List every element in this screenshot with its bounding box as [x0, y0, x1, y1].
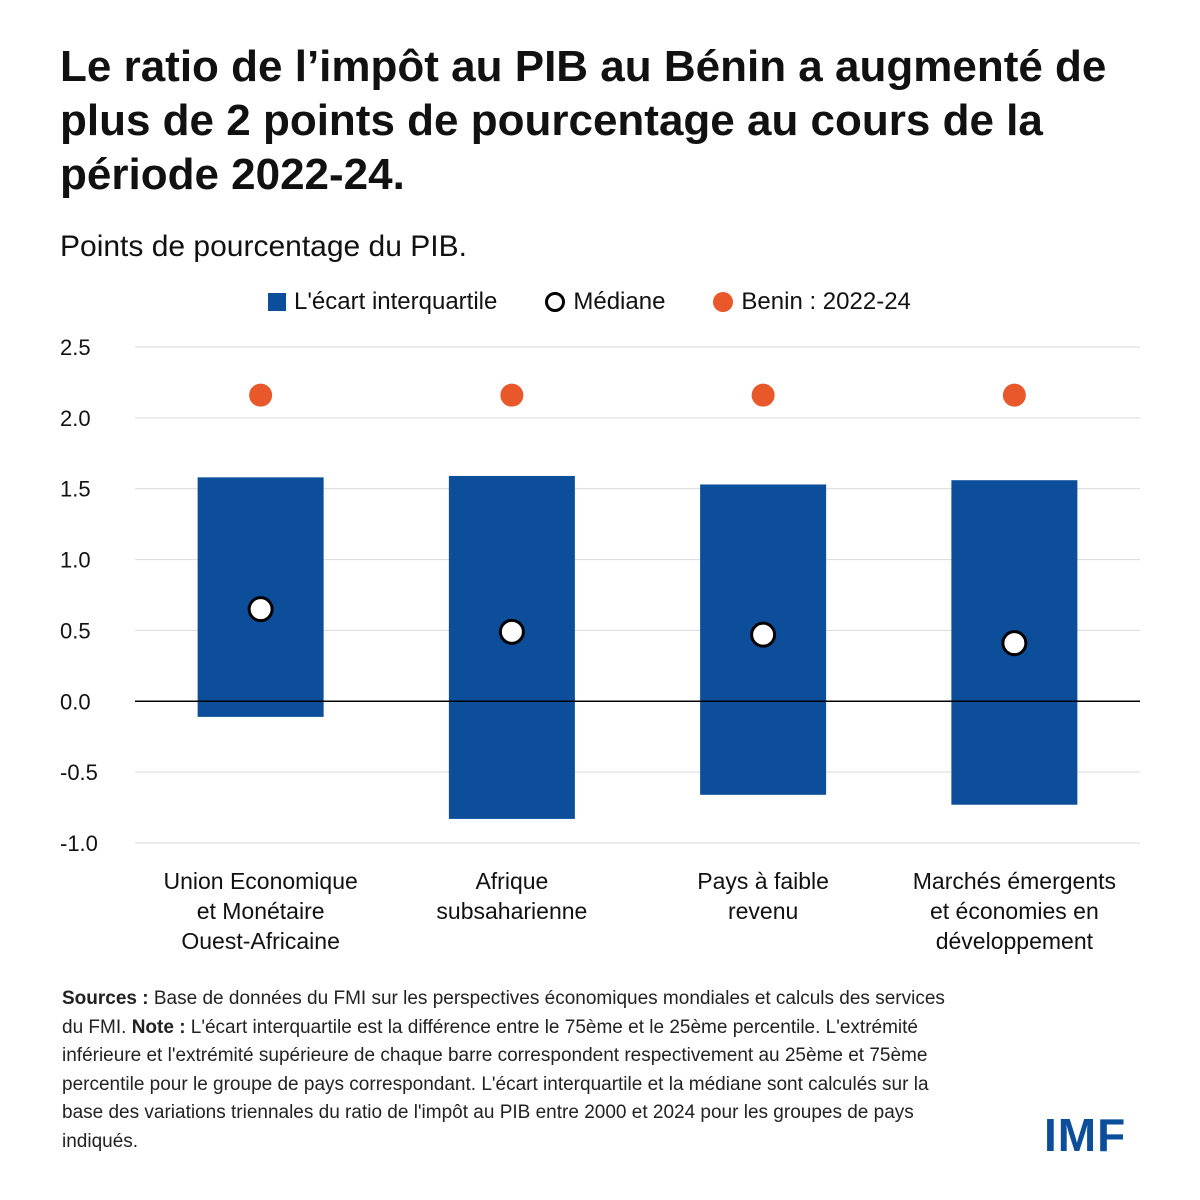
x-category-label: développement [936, 928, 1094, 954]
y-tick-label: 1.0 [60, 548, 91, 573]
benin-marker [500, 383, 524, 407]
x-category-label: et économies en [930, 898, 1099, 924]
chart-subtitle: Points de pourcentage du PIB. [60, 230, 467, 263]
legend-item-iqr: L'écart interquartile [268, 288, 497, 316]
legend-iqr-swatch [268, 293, 286, 311]
legend-iqr-label: L'écart interquartile [294, 288, 498, 315]
x-category-label: Union Economique [163, 868, 357, 894]
legend-benin-swatch [713, 292, 734, 312]
benin-marker [1002, 383, 1026, 407]
source-notes: Sources : Base de données du FMI sur les… [62, 985, 962, 1156]
legend-median-swatch [545, 292, 566, 312]
x-category-label: Ouest-Africaine [181, 928, 340, 954]
note-text: L'écart interquartile est la différence … [62, 1016, 929, 1152]
y-tick-label: 0.0 [60, 689, 91, 714]
imf-logo: IMF [1044, 1109, 1127, 1161]
y-tick-label: 1.5 [60, 477, 91, 502]
x-category-label: subsaharienne [436, 898, 587, 924]
legend-median-label: Médiane [573, 288, 666, 315]
legend: L'écart interquartile Médiane Benin : 20… [268, 288, 911, 316]
legend-item-median: Médiane [545, 288, 665, 316]
median-marker [498, 618, 525, 645]
sources-label: Sources : [62, 988, 149, 1009]
benin-marker [249, 383, 273, 407]
y-tick-label: -0.5 [60, 760, 98, 785]
x-category-label: Afrique [475, 868, 548, 894]
y-tick-label: 0.5 [60, 618, 91, 643]
sources-text: Base de données du FMI sur les perspecti… [62, 988, 945, 1038]
median-marker [750, 621, 777, 648]
benin-marker [751, 383, 775, 407]
x-category-label: Pays à faible [697, 868, 829, 894]
x-category-label: revenu [728, 898, 798, 924]
x-category-label: Marchés émergents [913, 868, 1116, 894]
chart-plot: 2.5 2.0 1.5 1.0 0.5 0.0 -0.5 -1.0 Union Economiq… [60, 335, 1140, 954]
chart-title: Le ratio de l’impôt au PIB au Bénin a au… [60, 42, 1107, 199]
iqr-bar [448, 475, 575, 819]
median-marker [247, 596, 274, 623]
note-label: Note : [131, 1016, 186, 1038]
y-tick-label: 2.0 [60, 406, 91, 431]
y-tick-label: -1.0 [60, 831, 98, 856]
median-marker [1001, 630, 1028, 657]
legend-benin-label: Benin : 2022-24 [741, 288, 911, 315]
y-tick-label: 2.5 [60, 335, 91, 360]
x-category-label: et Monétaire [197, 898, 325, 924]
legend-item-benin: Benin : 2022-24 [713, 288, 911, 316]
